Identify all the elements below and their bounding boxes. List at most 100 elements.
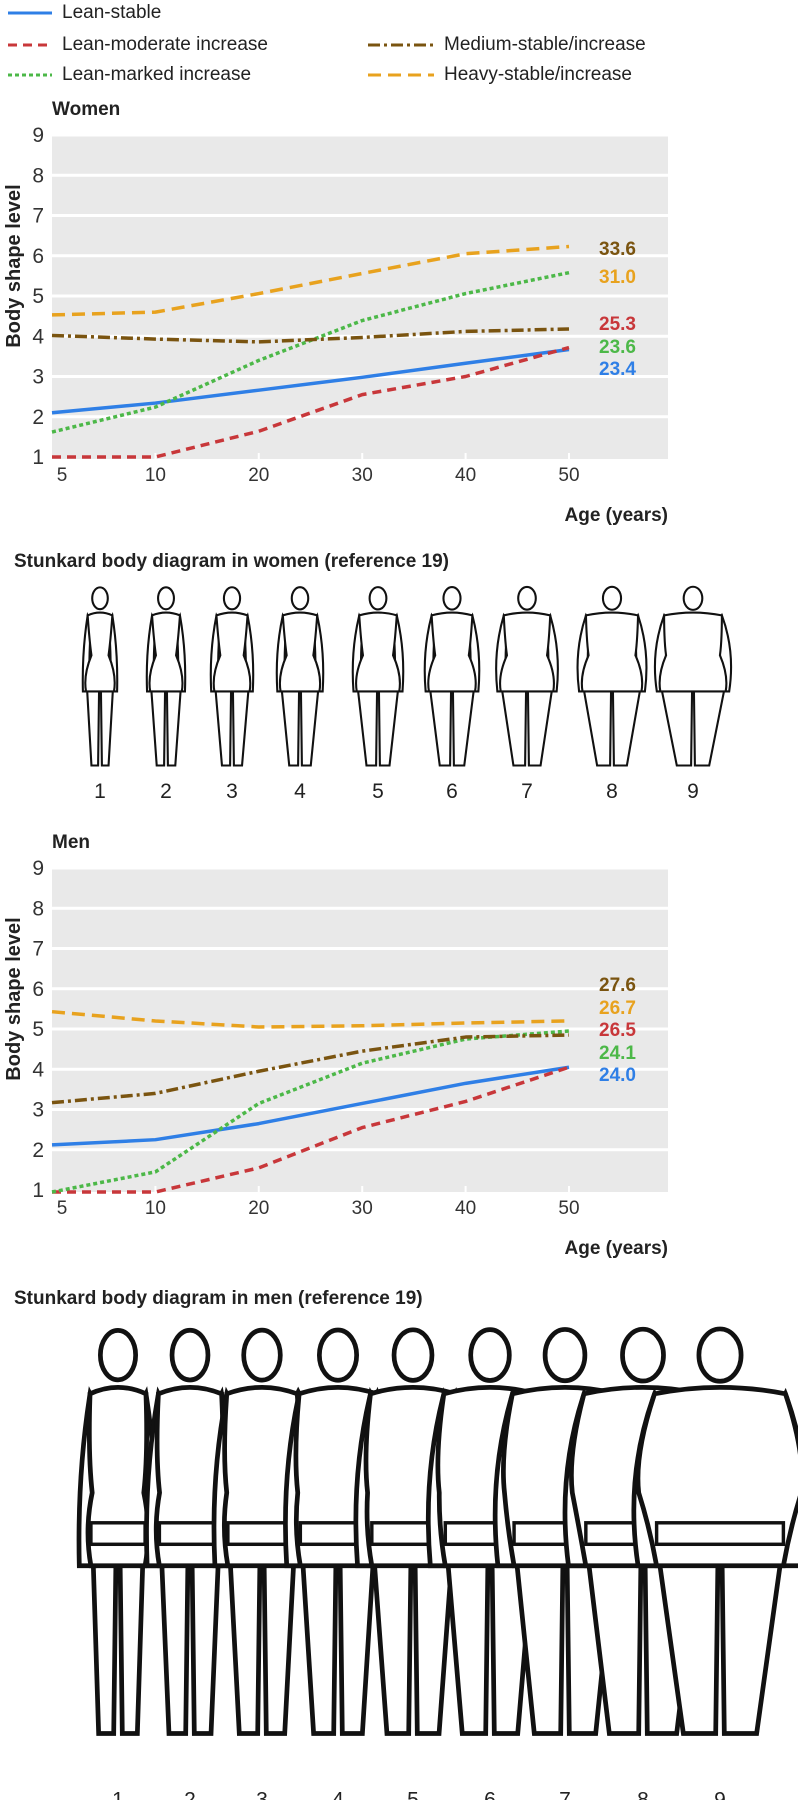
figure-number: 7 <box>559 1789 571 1800</box>
figure-leg <box>582 686 613 767</box>
y-tick-label: 7 <box>32 205 44 228</box>
chart-title: Women <box>52 99 120 120</box>
x-tick-label: 30 <box>352 1198 373 1219</box>
figure-number: 5 <box>407 1789 419 1800</box>
figure-leg <box>117 1553 146 1736</box>
end-label: 25.3 <box>599 314 636 335</box>
y-axis-title: Body shape level <box>3 917 25 1080</box>
y-tick-label: 4 <box>32 325 44 348</box>
figure-torso <box>148 611 184 693</box>
figure-number: 2 <box>160 780 172 803</box>
series-line-lean-stable <box>51 1065 570 1147</box>
series-line-heavy-stable-increase <box>51 1009 570 1029</box>
legend-item-heavy-stable: Heavy-stable/increase <box>368 64 632 86</box>
figure-leg <box>227 1554 263 1736</box>
x-tick-label: 10 <box>145 1198 166 1219</box>
end-label: 23.6 <box>599 337 636 358</box>
figure-leg <box>231 686 250 767</box>
legend-swatch <box>8 43 52 47</box>
legend-swatch <box>8 11 52 15</box>
y-tick-label: 4 <box>32 1058 44 1081</box>
figure-number: 9 <box>714 1789 726 1800</box>
body-figure-6: 6 <box>423 586 481 803</box>
series-line-heavy-stable-increase <box>51 244 570 317</box>
y-tick-label: 6 <box>32 978 44 1001</box>
figure-head <box>391 1327 435 1383</box>
legend-label: Lean-stable <box>62 2 162 23</box>
x-axis-title: Age (years) <box>565 1238 669 1259</box>
figure-leg <box>189 1553 221 1736</box>
body-figure-2: 2 <box>145 586 187 803</box>
figure-leg <box>280 686 301 767</box>
y-tick-label: 1 <box>32 446 44 469</box>
figure-number: 1 <box>112 1789 124 1800</box>
x-tick-label: 40 <box>455 1198 476 1219</box>
end-label: 24.0 <box>599 1065 636 1086</box>
legend-label: Medium-stable/increase <box>444 34 646 55</box>
figure-number: 1 <box>94 780 106 803</box>
end-label: 27.6 <box>599 975 636 996</box>
end-label: 31.0 <box>599 267 636 288</box>
figure-number: 6 <box>484 1789 496 1800</box>
figure-leg <box>513 1554 566 1736</box>
x-tick-label: 50 <box>558 1198 579 1219</box>
figure-head <box>157 586 175 611</box>
figure-leg <box>692 686 727 767</box>
figure-head <box>542 1327 588 1384</box>
series-line-lean-moderate-increase <box>52 345 570 459</box>
figure-number: 2 <box>184 1789 196 1800</box>
figure-head <box>98 1328 138 1383</box>
end-label: 33.6 <box>599 239 636 260</box>
figure-head <box>368 586 388 611</box>
figure-leg <box>85 686 101 767</box>
body-figure-5: 5 <box>351 586 405 803</box>
figure-head <box>468 1327 512 1383</box>
body-figure-9: 9 <box>653 585 733 803</box>
figure-leg <box>412 1554 455 1736</box>
body-figure-1: 1 <box>81 586 119 803</box>
figure-head <box>682 585 704 611</box>
y-tick-label: 9 <box>32 124 44 147</box>
figure-leg <box>337 1554 377 1736</box>
legend-item-lean-marked: Lean-marked increase <box>8 64 251 86</box>
figure-torso <box>278 611 322 693</box>
figure-head <box>222 586 242 611</box>
y-tick-label: 5 <box>32 1018 44 1041</box>
x-tick-label: 5 <box>57 1198 68 1219</box>
figure-head <box>169 1327 211 1383</box>
figure-leg <box>444 1554 491 1736</box>
x-tick-label: 30 <box>352 465 373 486</box>
y-tick-label: 5 <box>32 285 44 308</box>
y-tick-label: 9 <box>32 857 44 880</box>
women-body-diagram: 1 2 3 4 5 6 7 8 9 <box>81 585 733 803</box>
x-tick-label: 10 <box>145 465 166 486</box>
series-line-medium-stable-increase <box>51 1033 570 1105</box>
legend-swatch <box>8 73 52 77</box>
end-label: 26.5 <box>599 1020 636 1041</box>
men-diagram-title: Stunkard body diagram in men (reference … <box>14 1288 423 1309</box>
figure-leg <box>377 686 400 767</box>
figure-leg <box>611 686 642 767</box>
figure-leg <box>150 686 167 767</box>
figure-shorts-band <box>89 1521 147 1547</box>
figure-head <box>601 585 623 611</box>
figure-number: 8 <box>606 780 618 803</box>
figure-leg <box>451 686 476 767</box>
figure-head <box>620 1326 666 1384</box>
figure-leg <box>299 686 320 767</box>
figure-number: 3 <box>256 1789 268 1800</box>
legend-label: Lean-marked increase <box>62 64 252 85</box>
legend-swatch <box>368 73 434 77</box>
y-tick-label: 3 <box>32 1099 44 1122</box>
figure-torso <box>580 611 644 693</box>
men-body-diagram: 1 2 3 4 5 6 7 8 9 <box>76 1326 798 1800</box>
figure-number: 3 <box>226 780 238 803</box>
y-tick-label: 8 <box>32 164 44 187</box>
end-label: 24.1 <box>599 1043 636 1064</box>
figure-number: 7 <box>521 780 533 803</box>
y-tick-label: 2 <box>32 406 44 429</box>
figure-torso <box>212 611 252 693</box>
series-line-lean-marked-increase <box>51 1029 570 1194</box>
figure-number: 6 <box>446 780 458 803</box>
figure-head <box>517 585 537 611</box>
